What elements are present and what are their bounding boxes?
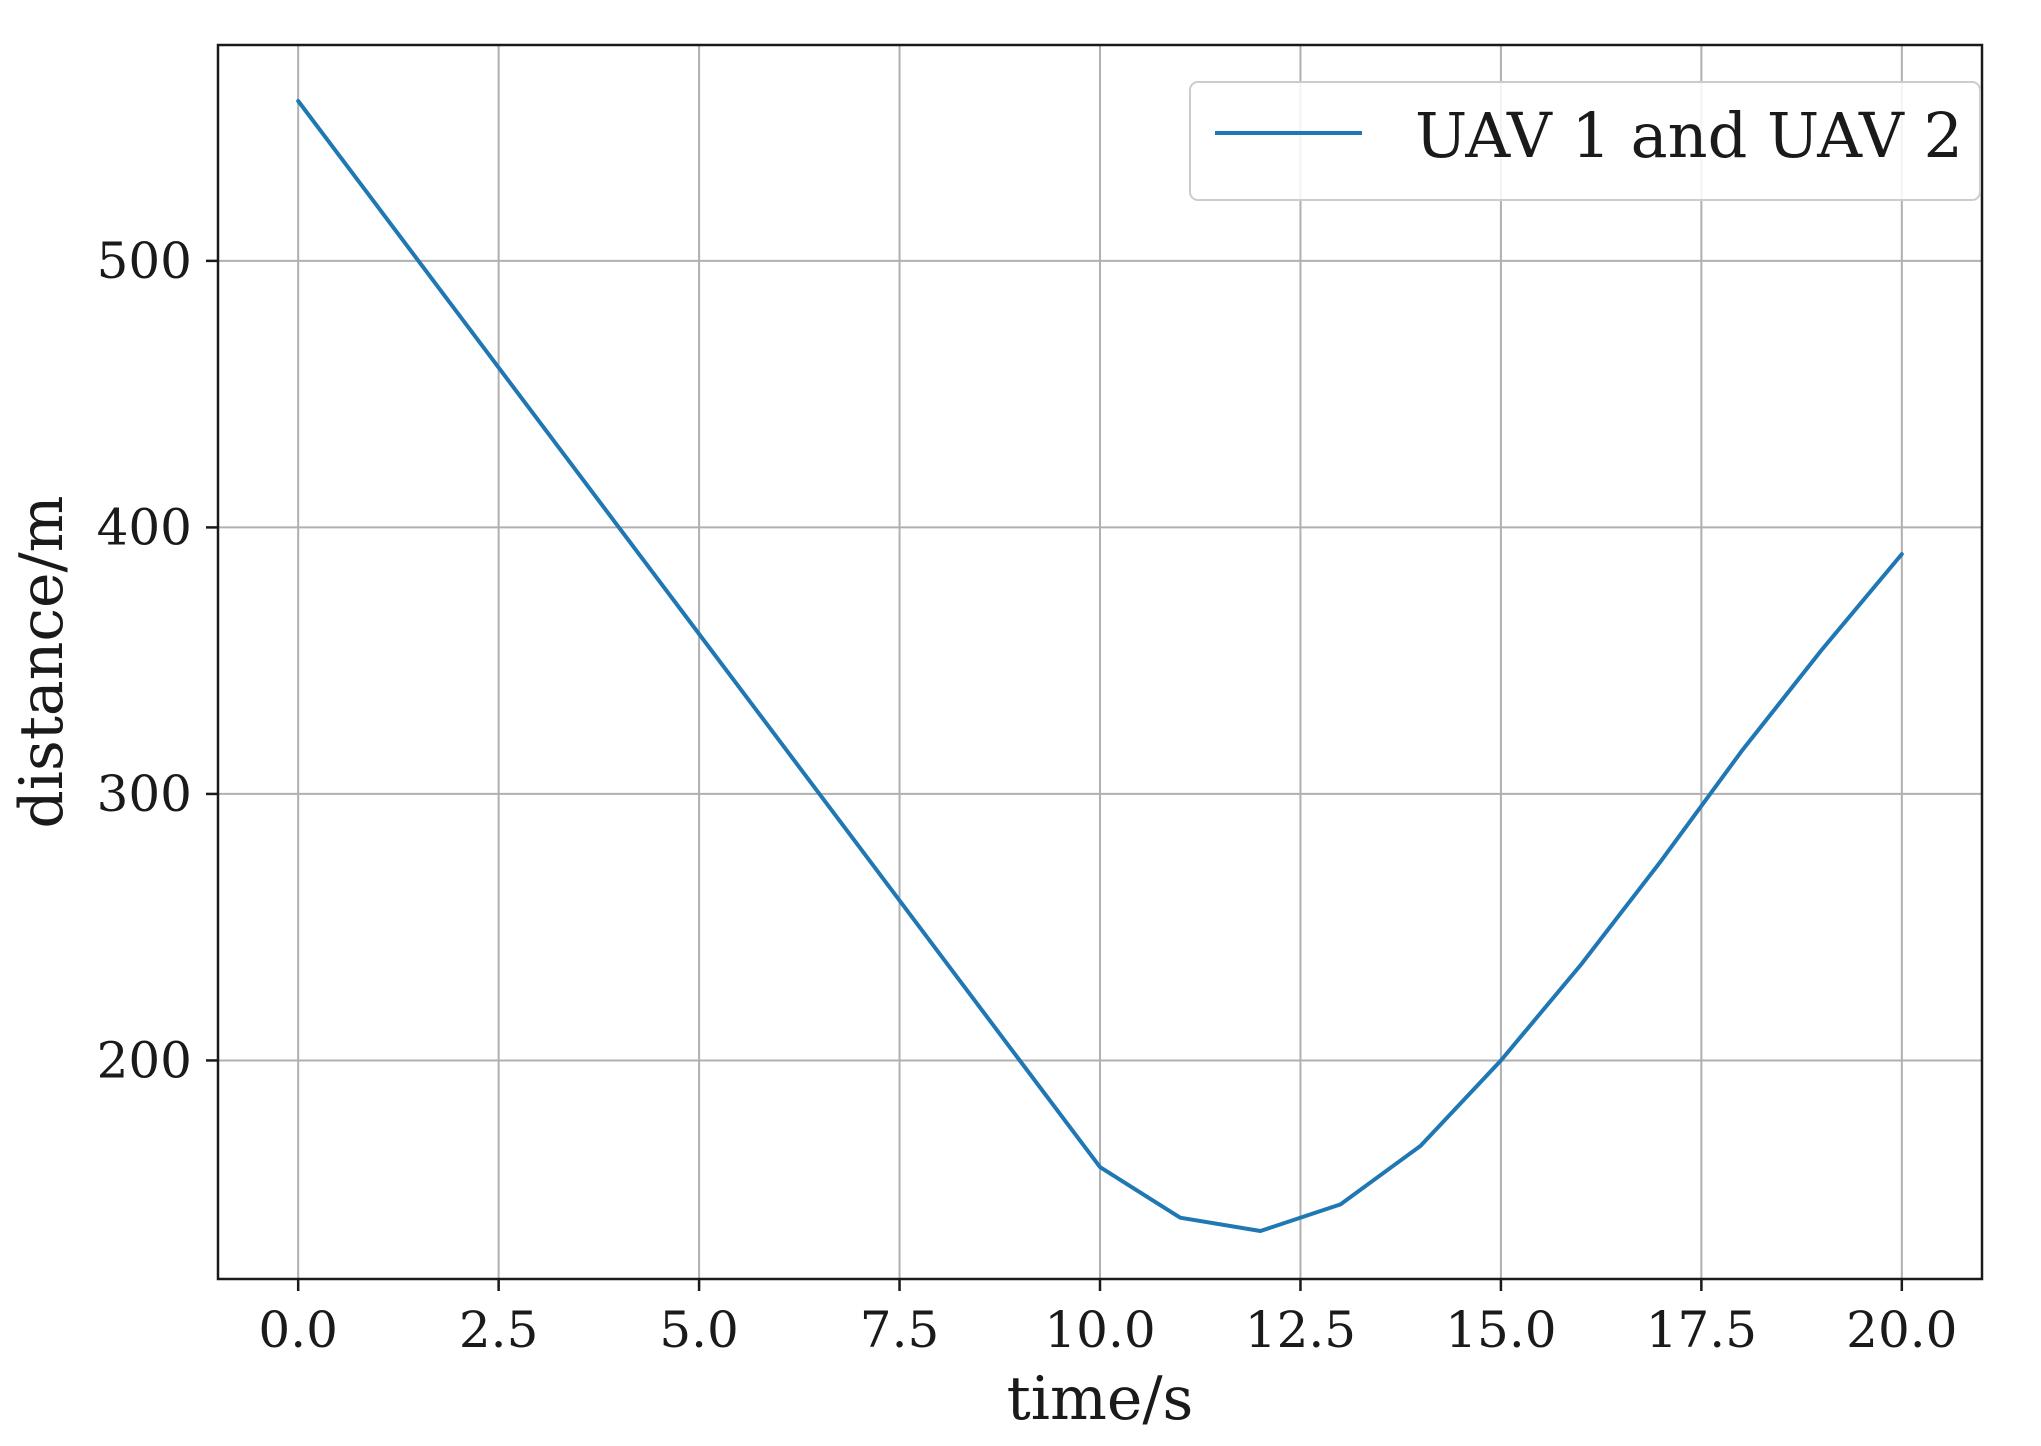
x-tick-label: 5.0 <box>659 1301 739 1359</box>
legend: UAV 1 and UAV 2 <box>1189 81 1981 201</box>
x-axis-label: time/s <box>1007 1364 1194 1434</box>
y-tick-label: 300 <box>97 765 192 823</box>
x-tick-label: 15.0 <box>1445 1301 1556 1359</box>
gridlines <box>218 45 1982 1279</box>
x-tick-label: 10.0 <box>1044 1301 1155 1359</box>
tick-labels: 0.0 2.5 5.0 7.5 10.0 12.5 15.0 17.5 20.0 200 300 40… <box>97 232 1958 1359</box>
y-tick-label: 400 <box>97 498 192 556</box>
x-tick-label: 0.0 <box>258 1301 338 1359</box>
series-line <box>296 99 1904 1233</box>
y-tick-label: 200 <box>97 1031 192 1089</box>
tick-marks <box>206 259 1904 1291</box>
y-tick-label: 500 <box>97 232 192 290</box>
y-axis-label: distance/m <box>7 495 77 828</box>
legend-box <box>1189 81 1981 201</box>
x-tick-label: 2.5 <box>459 1301 539 1359</box>
x-tick-label: 17.5 <box>1646 1301 1757 1359</box>
x-tick-label: 7.5 <box>860 1301 940 1359</box>
legend-entry-label: UAV 1 and UAV 2 <box>1415 99 1963 172</box>
x-tick-label: 12.5 <box>1245 1301 1356 1359</box>
x-tick-label: 20.0 <box>1846 1301 1957 1359</box>
series-layer <box>296 99 1904 1233</box>
